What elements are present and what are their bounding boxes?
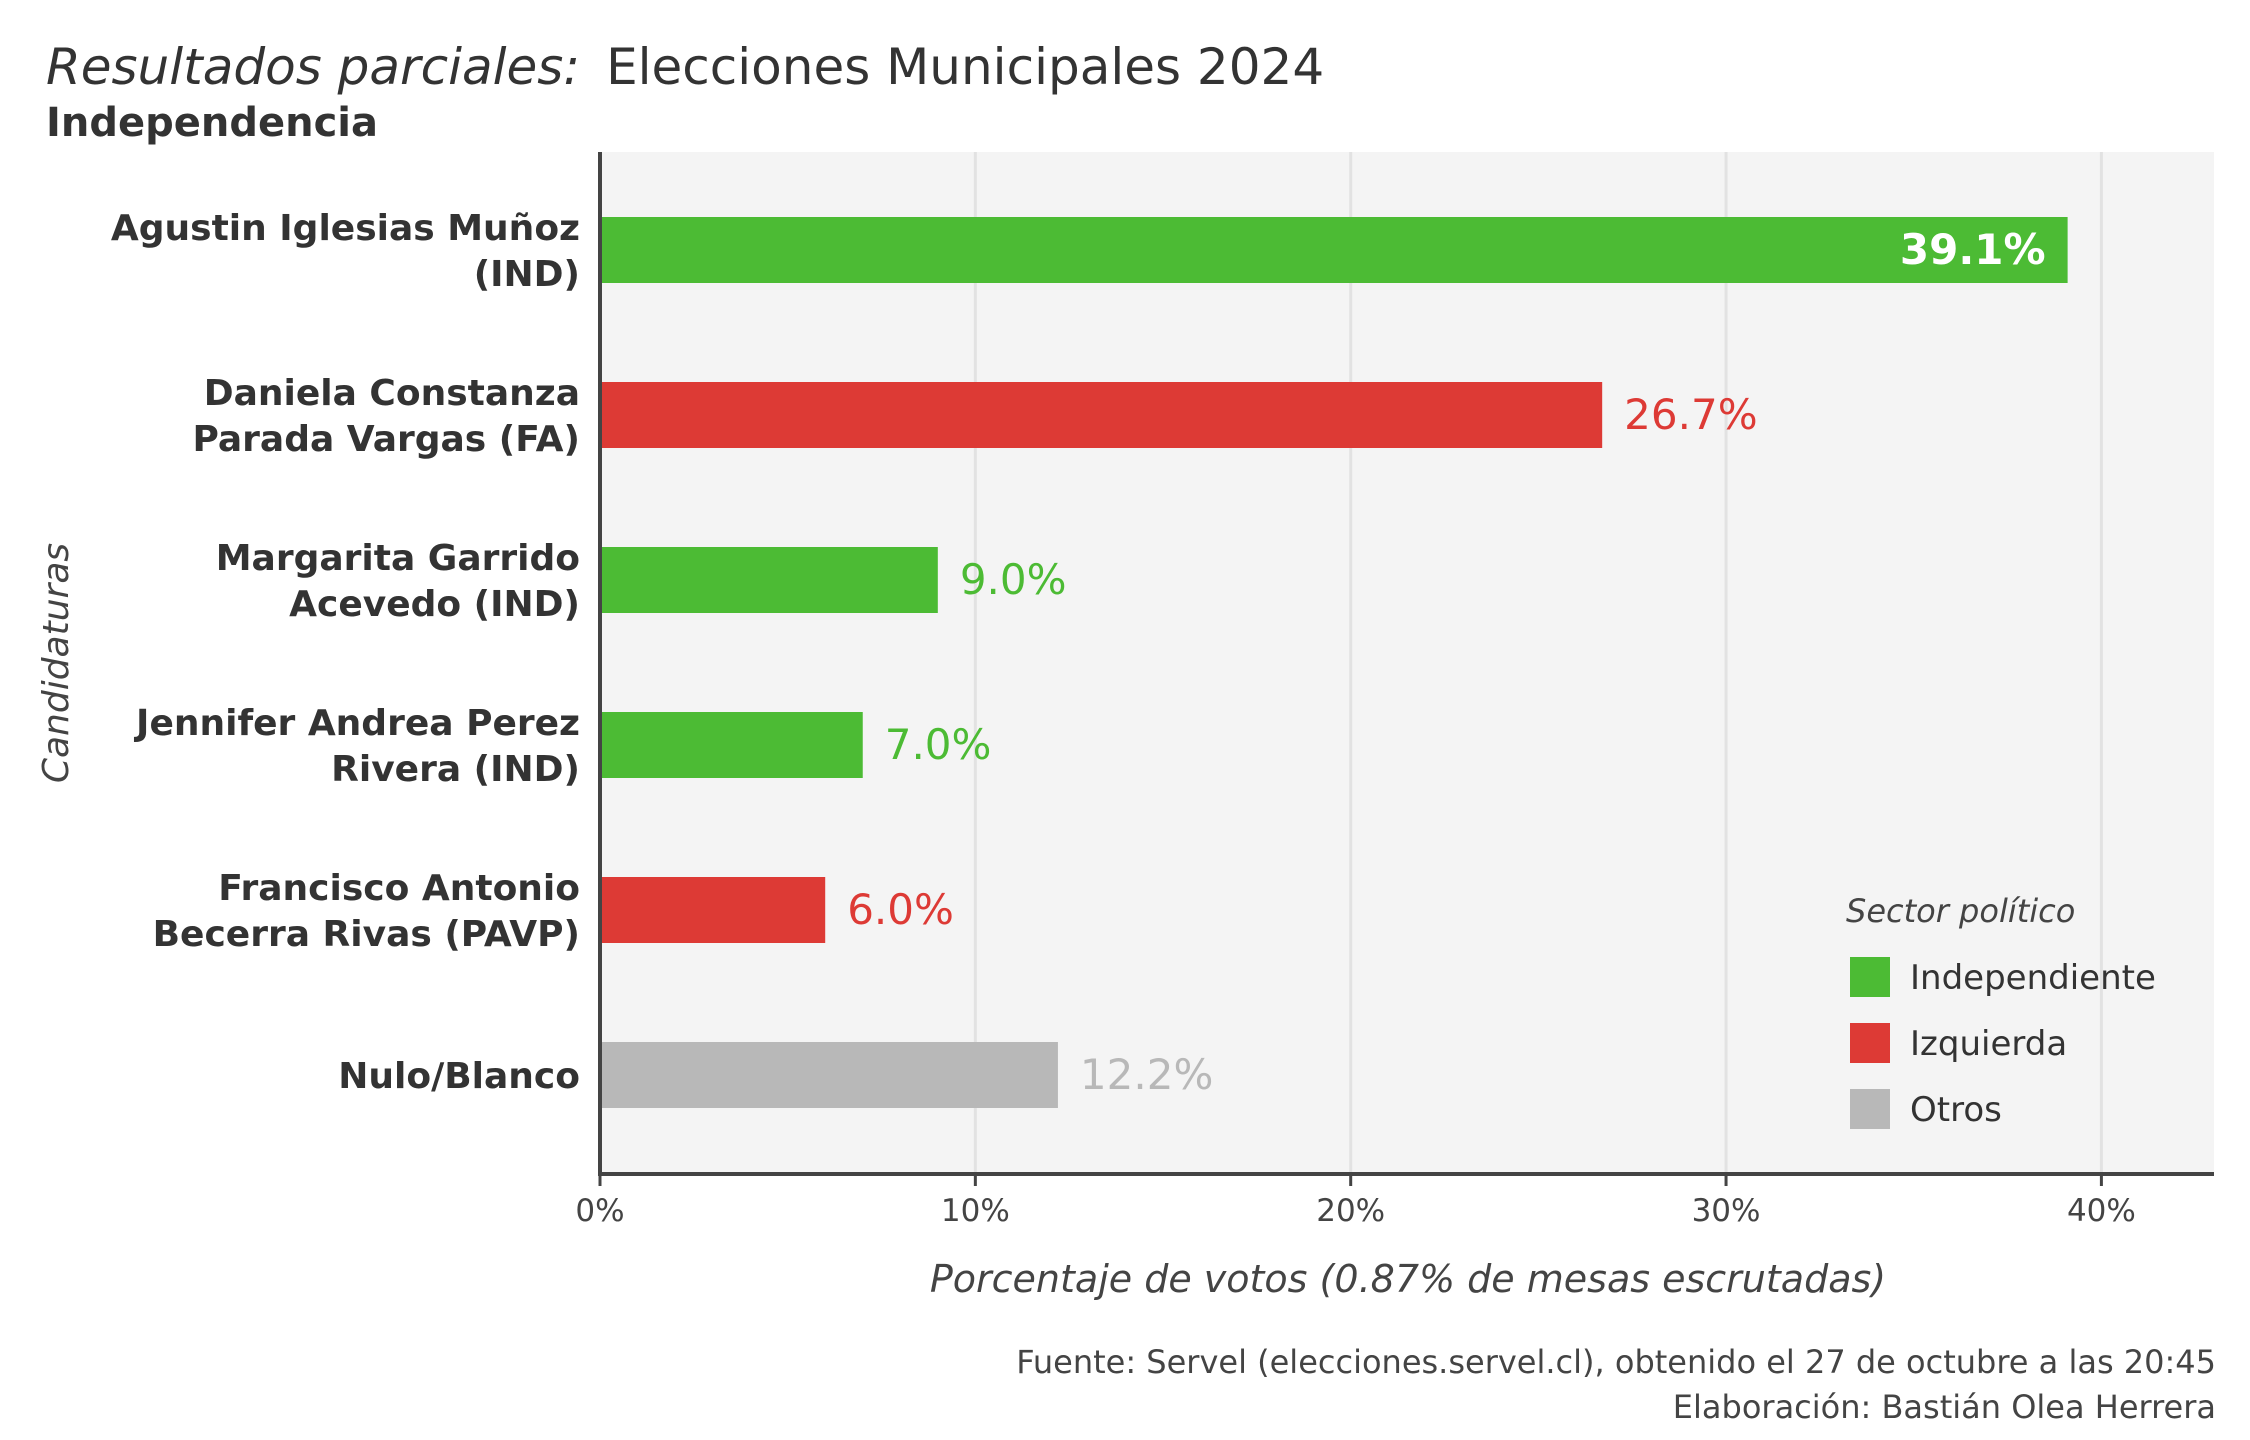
category-label: Agustin Iglesias Muñoz (IND) (111, 208, 580, 295)
legend-title: Sector político (1846, 892, 2075, 930)
legend: Sector político Independiente Izquierda Ot… (1846, 892, 2156, 1130)
chart-title: Resultados parciales: Elecciones Municip… (46, 38, 1324, 96)
category-label: Nulo/Blanco (338, 1056, 580, 1097)
x-tick-label: 20% (1316, 1193, 1385, 1229)
legend-swatch (1850, 957, 1890, 997)
x-tick-label: 40% (2067, 1193, 2136, 1229)
category-label: Francisco Antonio Becerra Rivas (PAVP) (153, 868, 580, 955)
value-label: 39.1% (1900, 225, 2046, 274)
value-label: 7.0% (885, 720, 992, 769)
x-tick-label: 0% (575, 1193, 624, 1229)
legend-label: Izquierda (1910, 1024, 2067, 1064)
footer-source: Fuente: Servel (elecciones.servel.cl), o… (1016, 1343, 2216, 1381)
y-axis-label: Candidaturas (36, 543, 77, 783)
value-label: 26.7% (1624, 390, 1757, 439)
bar (600, 1042, 1058, 1108)
bar (600, 217, 2068, 283)
plot-panel (600, 152, 2214, 1174)
legend-label: Independiente (1910, 958, 2156, 998)
x-tick-label: 10% (941, 1193, 1010, 1229)
legend-label: Otros (1910, 1090, 2002, 1130)
bar (600, 877, 826, 943)
value-label: 6.0% (847, 885, 954, 934)
bar (600, 382, 1603, 448)
category-label: Margarita Garrido Acevedo (IND) (216, 538, 580, 625)
category-label: Jennifer Andrea Perez Rivera (IND) (133, 703, 580, 790)
bar (600, 547, 938, 613)
x-axis-label: Porcentaje de votos (0.87% de mesas escr… (930, 1257, 1886, 1301)
value-label: 9.0% (960, 555, 1067, 604)
legend-swatch (1850, 1089, 1890, 1129)
value-label: 12.2% (1080, 1050, 1213, 1099)
legend-swatch (1850, 1023, 1890, 1063)
chart-title-main: Elecciones Municipales 2024 (606, 38, 1324, 96)
x-tick-label: 30% (1692, 1193, 1761, 1229)
legend-items: Independiente Izquierda Otros (1850, 957, 2156, 1130)
chart-title-italic: Resultados parciales: (46, 38, 580, 96)
value-labels: 39.1% 26.7% 9.0% 7.0% 6.0% 12.2% (847, 225, 2045, 1099)
category-label: Daniela Constanza Parada Vargas (FA) (192, 373, 580, 460)
category-labels: Agustin Iglesias Muñoz (IND) Daniela Const… (111, 208, 580, 1097)
footer-author: Elaboración: Bastián Olea Herrera (1673, 1388, 2216, 1426)
bar (600, 712, 863, 778)
grid-lines (973, 152, 2103, 1174)
bars (600, 217, 2068, 1108)
chart-subtitle: Independencia (46, 100, 378, 146)
x-axis-ticks: 0% 10% 20% 30% 40% (575, 1174, 2136, 1229)
